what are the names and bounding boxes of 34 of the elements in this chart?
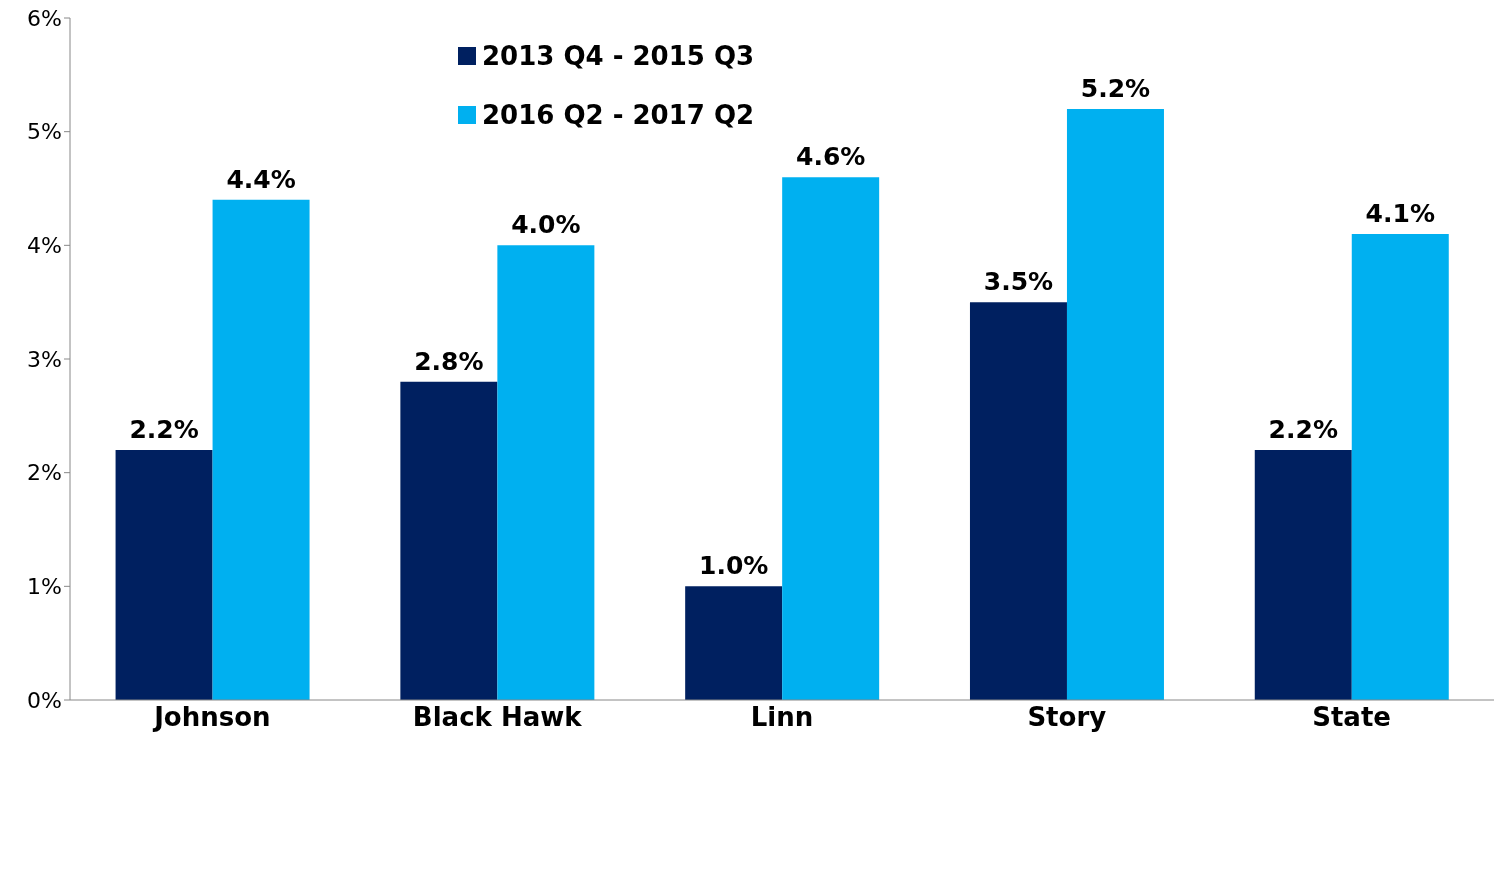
bar [969,302,1067,700]
bar [1066,108,1164,700]
legend-label: 2016 Q2 - 2017 Q2 [482,99,755,130]
bar [400,381,498,700]
bar [685,586,783,700]
data-label: 4.1% [1365,198,1435,228]
data-label: 1.0% [699,551,769,581]
bar [212,199,310,700]
data-label: 4.6% [796,142,866,172]
y-tick-label: 4% [27,233,62,259]
y-tick-label: 0% [27,687,62,713]
y-tick-label: 1% [27,574,62,600]
y-tick-label: 5% [27,119,62,145]
bar [1254,449,1352,700]
data-label: 4.4% [226,164,296,194]
bar [497,245,595,700]
bar [782,177,880,700]
data-label: 4.0% [511,210,581,240]
bar [1351,233,1449,700]
x-tick-label: Black Hawk [412,702,583,733]
y-tick-label: 6% [27,5,62,31]
x-tick-label: Story [1027,702,1107,733]
data-label: 2.2% [129,414,199,444]
data-label: 3.5% [983,267,1054,297]
legend-label: 2013 Q4 - 2015 Q3 [482,40,755,71]
y-tick-label: 2% [27,460,62,486]
x-tick-label: Linn [750,702,814,733]
data-label: 5.2% [1080,73,1151,103]
data-label: 2.8% [414,346,484,376]
bar [115,449,213,700]
x-tick-label: State [1312,702,1391,733]
x-tick-label: Johnson [152,702,271,733]
data-label: 2.2% [1268,414,1338,444]
y-tick-label: 3% [27,346,62,372]
